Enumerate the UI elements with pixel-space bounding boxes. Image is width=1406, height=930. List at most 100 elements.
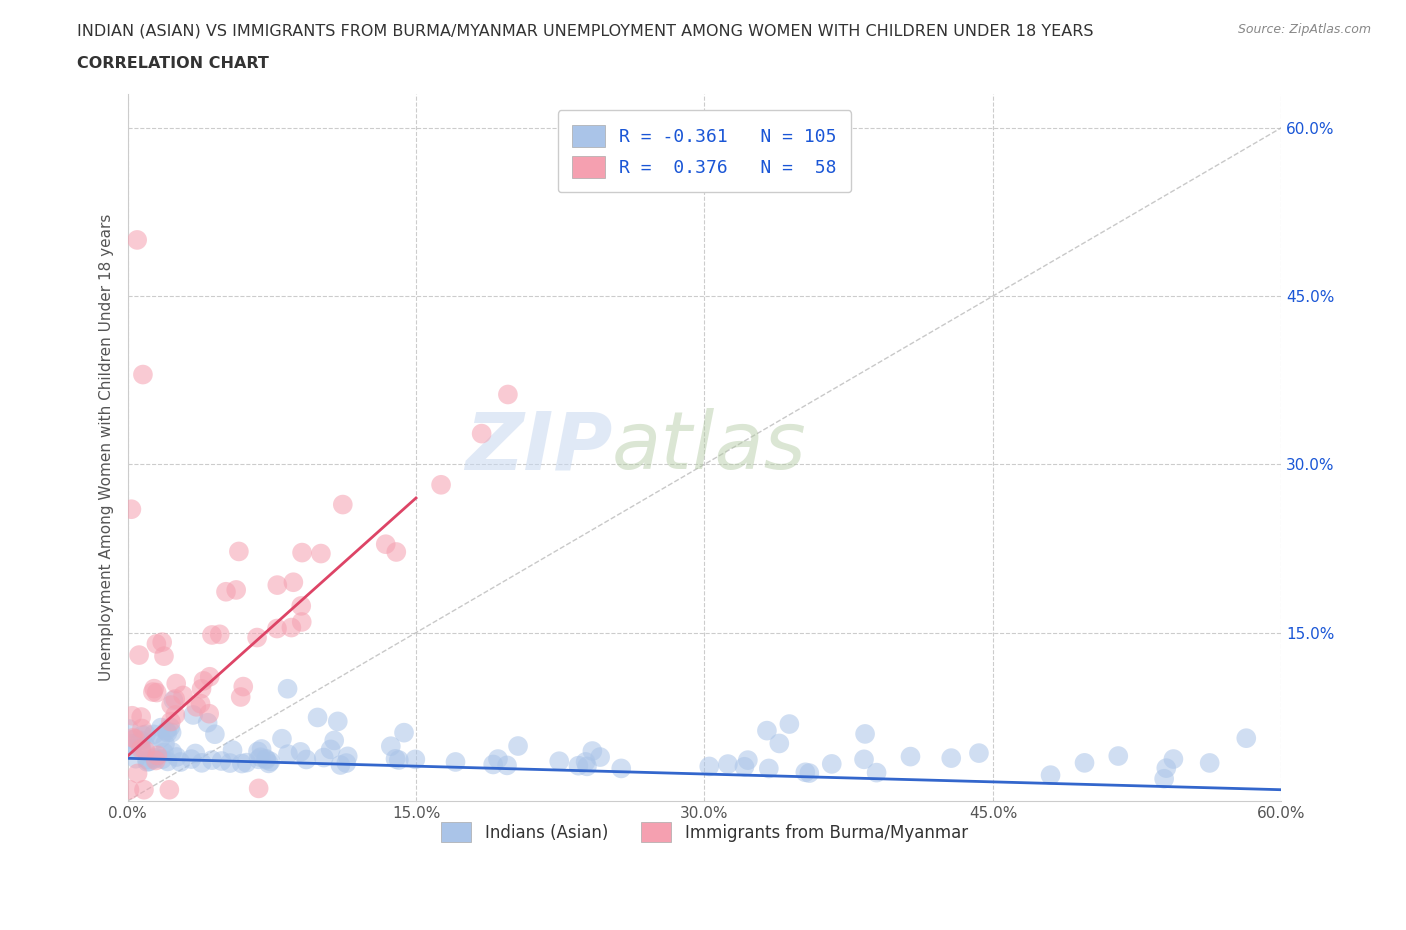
Point <box>778 717 800 732</box>
Point <box>121 733 143 748</box>
Point <box>160 714 183 729</box>
Point <box>496 758 519 773</box>
Point <box>145 685 167 700</box>
Point <box>575 759 598 774</box>
Point <box>384 751 406 766</box>
Point <box>198 706 221 721</box>
Point <box>211 753 233 768</box>
Point <box>138 754 160 769</box>
Point <box>142 684 165 699</box>
Point <box>124 731 146 746</box>
Point <box>204 726 226 741</box>
Point <box>201 628 224 643</box>
Point <box>129 710 152 724</box>
Point <box>150 634 173 649</box>
Point <box>149 731 172 746</box>
Point <box>131 727 153 742</box>
Point <box>323 733 346 748</box>
Point <box>146 748 169 763</box>
Point <box>575 754 598 769</box>
Point <box>249 750 271 764</box>
Point <box>184 746 207 761</box>
Point <box>1039 767 1062 782</box>
Point <box>799 765 821 780</box>
Point <box>486 751 509 766</box>
Point <box>190 682 212 697</box>
Point <box>157 782 180 797</box>
Point <box>193 673 215 688</box>
Point <box>136 754 159 769</box>
Point <box>567 758 589 773</box>
Point <box>385 545 408 560</box>
Point <box>246 744 269 759</box>
Point <box>496 387 519 402</box>
Point <box>1234 731 1257 746</box>
Point <box>388 752 411 767</box>
Point <box>135 727 157 742</box>
Point <box>143 751 166 766</box>
Point <box>129 741 152 756</box>
Point <box>758 761 780 776</box>
Point <box>277 747 299 762</box>
Point <box>166 750 188 764</box>
Point <box>506 738 529 753</box>
Point <box>180 751 202 766</box>
Point <box>156 725 179 740</box>
Text: atlas: atlas <box>612 408 807 486</box>
Point <box>198 670 221 684</box>
Point <box>219 755 242 770</box>
Point <box>134 743 156 758</box>
Point <box>254 751 277 766</box>
Point <box>153 649 176 664</box>
Point <box>155 724 177 738</box>
Point <box>335 756 357 771</box>
Point <box>121 741 143 756</box>
Point <box>250 741 273 756</box>
Point <box>120 502 142 517</box>
Y-axis label: Unemployment Among Women with Children Under 18 years: Unemployment Among Women with Children U… <box>100 214 114 681</box>
Point <box>733 759 755 774</box>
Point <box>145 753 167 768</box>
Point <box>118 782 141 797</box>
Text: ZIP: ZIP <box>465 408 612 486</box>
Point <box>430 477 453 492</box>
Point <box>228 544 250 559</box>
Point <box>309 546 332 561</box>
Point <box>143 751 166 765</box>
Point <box>121 737 143 751</box>
Point <box>380 738 402 753</box>
Point <box>131 721 153 736</box>
Point <box>190 697 212 711</box>
Point <box>589 750 612 764</box>
Point <box>160 725 183 740</box>
Point <box>755 724 778 738</box>
Point <box>127 232 149 247</box>
Point <box>201 752 224 767</box>
Point <box>160 745 183 760</box>
Point <box>312 751 335 765</box>
Point <box>271 731 294 746</box>
Point <box>221 743 243 758</box>
Point <box>581 744 603 759</box>
Point <box>135 738 157 753</box>
Point <box>232 679 254 694</box>
Point <box>165 692 187 707</box>
Point <box>197 715 219 730</box>
Text: INDIAN (ASIAN) VS IMMIGRANTS FROM BURMA/MYANMAR UNEMPLOYMENT AMONG WOMEN WITH CH: INDIAN (ASIAN) VS IMMIGRANTS FROM BURMA/… <box>77 23 1094 38</box>
Point <box>156 754 179 769</box>
Point <box>280 620 302 635</box>
Point <box>186 699 208 714</box>
Point <box>482 757 505 772</box>
Point <box>153 737 176 751</box>
Text: CORRELATION CHART: CORRELATION CHART <box>77 56 269 71</box>
Point <box>794 764 817 779</box>
Point <box>162 693 184 708</box>
Point <box>277 682 299 697</box>
Point <box>231 756 253 771</box>
Point <box>319 742 342 757</box>
Point <box>165 676 187 691</box>
Point <box>215 584 238 599</box>
Point <box>1107 749 1129 764</box>
Point <box>235 755 257 770</box>
Point <box>122 730 145 745</box>
